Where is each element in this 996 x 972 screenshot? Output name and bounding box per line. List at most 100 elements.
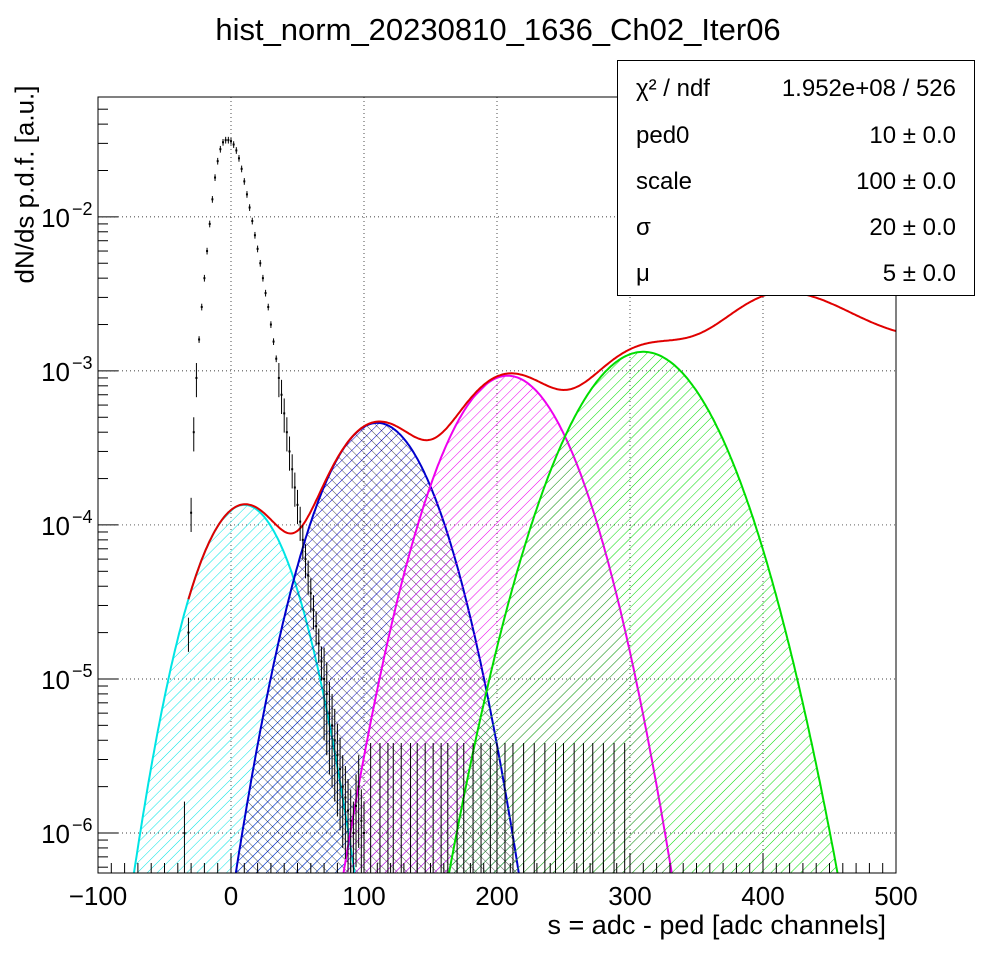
hist-point bbox=[307, 574, 310, 577]
hist-point bbox=[230, 140, 232, 143]
hist-point bbox=[187, 631, 190, 634]
hist-point bbox=[323, 677, 326, 680]
hist-point bbox=[198, 338, 201, 341]
x-tick-label: 500 bbox=[874, 881, 917, 911]
stats-name-mu: μ bbox=[636, 260, 650, 287]
y-tick-label: 10 bbox=[41, 357, 70, 387]
chart-title: hist_norm_20230810_1636_Ch02_Iter06 bbox=[215, 12, 781, 47]
hist-point bbox=[183, 832, 186, 835]
hist-point bbox=[269, 323, 272, 326]
hist-point bbox=[283, 412, 286, 415]
hist-point bbox=[315, 625, 318, 628]
hist-point bbox=[190, 511, 193, 514]
stats-name-ped0: ped0 bbox=[636, 122, 690, 149]
fit-stats-box: χ² / ndf 1.952e+08 / 526 ped0 10 ± 0.0 s… bbox=[617, 60, 975, 296]
stats-row-scale: scale 100 ± 0.0 bbox=[618, 160, 974, 206]
hist-point bbox=[245, 193, 248, 196]
hist-point bbox=[232, 143, 235, 146]
hist-point bbox=[360, 819, 363, 822]
x-tick-label: 300 bbox=[608, 881, 651, 911]
plot-content bbox=[132, 136, 896, 873]
y-tick-exponent: −4 bbox=[72, 507, 93, 527]
hist-point bbox=[331, 724, 334, 727]
y-tick-base: 10 bbox=[41, 357, 70, 387]
hist-point bbox=[285, 431, 288, 434]
hist-point bbox=[357, 785, 360, 788]
hist-point bbox=[347, 809, 350, 812]
stats-value-ped0: 10 ± 0.0 bbox=[869, 122, 956, 149]
stats-value-mu: 5 ± 0.0 bbox=[882, 260, 956, 287]
y-tick-base: 10 bbox=[41, 819, 70, 849]
y-tick-exponent: −5 bbox=[72, 661, 93, 681]
x-tick-label: 100 bbox=[342, 881, 385, 911]
hist-point bbox=[216, 160, 219, 163]
hist-point bbox=[224, 139, 227, 142]
hist-point bbox=[296, 503, 299, 506]
hist-point bbox=[328, 712, 331, 715]
hist-point bbox=[317, 642, 320, 645]
x-axis-label: s = adc - ped [adc channels] bbox=[547, 910, 886, 940]
hist-point bbox=[339, 768, 342, 771]
y-tick-exponent: −3 bbox=[72, 353, 93, 373]
hist-point bbox=[227, 139, 230, 142]
hist-point bbox=[200, 305, 203, 308]
hist-point bbox=[240, 167, 243, 170]
hist-point bbox=[203, 277, 206, 280]
hist-point bbox=[208, 222, 211, 225]
hist-point bbox=[272, 340, 275, 343]
x-tick-label: 200 bbox=[475, 881, 518, 911]
hist-point bbox=[267, 305, 270, 308]
hist-point bbox=[312, 609, 315, 612]
hist-point bbox=[251, 220, 254, 223]
y-tick-label: 10 bbox=[41, 511, 70, 541]
stats-row-chi2: χ² / ndf 1.952e+08 / 526 bbox=[618, 67, 974, 113]
stats-value-chi2: 1.952e+08 / 526 bbox=[781, 75, 956, 102]
y-axis-label: dN/ds p.d.f. [a.u.] bbox=[9, 85, 40, 284]
hist-point bbox=[293, 486, 296, 489]
y-tick-label: 10 bbox=[41, 203, 70, 233]
hist-point bbox=[235, 149, 238, 152]
y-tick-base: 10 bbox=[41, 203, 70, 233]
y-tick-label: 10 bbox=[41, 819, 70, 849]
stats-name-chi2: χ² / ndf bbox=[636, 75, 710, 102]
x-tick-label: 0 bbox=[224, 881, 238, 911]
hist-point bbox=[259, 262, 262, 265]
stats-name-sigma: σ bbox=[636, 214, 651, 241]
stats-name-scale: scale bbox=[636, 168, 693, 195]
hist-point bbox=[333, 739, 336, 742]
hist-point bbox=[206, 250, 209, 253]
hist-point bbox=[336, 754, 339, 757]
hist-point bbox=[192, 431, 195, 434]
hist-point bbox=[304, 558, 307, 561]
hist-point bbox=[355, 804, 358, 807]
hist-point bbox=[243, 180, 246, 183]
hist-point bbox=[320, 660, 323, 663]
hist-point bbox=[277, 376, 280, 379]
hist-point bbox=[288, 450, 291, 453]
x-tick-label: −100 bbox=[69, 881, 128, 911]
hist-point bbox=[256, 247, 259, 250]
hist-point bbox=[280, 393, 283, 396]
y-tick-label: 10 bbox=[41, 665, 70, 695]
hist-point bbox=[195, 376, 198, 379]
x-tick-label: 400 bbox=[741, 881, 784, 911]
hist-point bbox=[291, 468, 294, 471]
hist-point bbox=[211, 198, 214, 201]
hist-point bbox=[222, 141, 225, 144]
hist-point bbox=[344, 796, 347, 799]
hist-point bbox=[253, 234, 256, 237]
hist-point bbox=[352, 832, 355, 835]
stats-value-sigma: 20 ± 0.0 bbox=[869, 214, 956, 241]
stats-value-scale: 100 ± 0.0 bbox=[856, 168, 956, 195]
hist-point bbox=[301, 538, 304, 541]
hist-point bbox=[363, 832, 365, 835]
hist-point bbox=[248, 206, 251, 209]
hist-point bbox=[341, 785, 344, 788]
hist-point bbox=[237, 157, 240, 160]
hist-point bbox=[219, 148, 222, 151]
hist-point bbox=[214, 176, 217, 179]
hist-point bbox=[349, 819, 352, 822]
hist-point bbox=[264, 292, 267, 295]
stats-row-ped0: ped0 10 ± 0.0 bbox=[618, 114, 974, 160]
y-tick-exponent: −2 bbox=[72, 199, 93, 219]
